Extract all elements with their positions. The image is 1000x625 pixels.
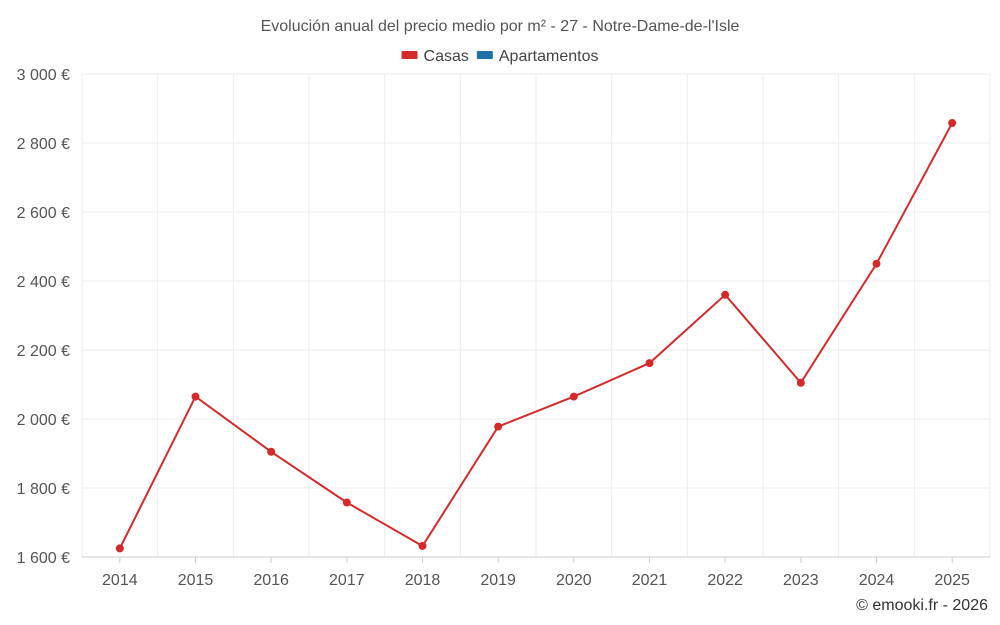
data-point[interactable] bbox=[948, 118, 957, 127]
y-axis: 1 600 € 1 800 € 2 000 € 2 200 € 2 400 € 2 600… bbox=[17, 67, 70, 567]
legend-item[interactable]: Apartamentos bbox=[476, 48, 599, 65]
x-tick-label: 2016 bbox=[253, 572, 289, 589]
x-tick-label: 2024 bbox=[859, 572, 895, 589]
x-tick-label: 2020 bbox=[556, 572, 592, 589]
legend[interactable]: Casas Apartamentos bbox=[401, 48, 599, 65]
y-tick-label: 1 600 € bbox=[17, 550, 70, 567]
data-point[interactable] bbox=[569, 392, 578, 401]
data-point[interactable] bbox=[342, 498, 351, 507]
x-axis: 2014 2015 2016 2017 2018 2019 2020 2021 2022 2023… bbox=[82, 556, 990, 589]
y-tick-label: 3 000 € bbox=[17, 67, 70, 84]
y-tick-label: 2 200 € bbox=[17, 343, 70, 360]
data-point[interactable] bbox=[115, 544, 124, 553]
y-tick-label: 2 600 € bbox=[17, 205, 70, 222]
data-point[interactable] bbox=[494, 422, 503, 431]
data-point[interactable] bbox=[721, 290, 730, 299]
x-tick-label: 2019 bbox=[480, 572, 516, 589]
y-tick-label: 2 800 € bbox=[17, 136, 70, 153]
grid bbox=[81, 73, 991, 557]
legend-label: Apartamentos bbox=[499, 48, 599, 65]
data-point[interactable] bbox=[191, 392, 200, 401]
x-tick-label: 2015 bbox=[178, 572, 214, 589]
data-point[interactable] bbox=[645, 359, 654, 368]
x-tick-label: 2025 bbox=[934, 572, 970, 589]
x-tick-label: 2021 bbox=[632, 572, 668, 589]
x-tick-label: 2023 bbox=[783, 572, 819, 589]
y-tick-label: 1 800 € bbox=[17, 481, 70, 498]
legend-swatch bbox=[401, 51, 418, 59]
data-point[interactable] bbox=[872, 259, 881, 268]
y-tick-label: 2 000 € bbox=[17, 412, 70, 429]
data-point[interactable] bbox=[796, 378, 805, 387]
legend-swatch bbox=[476, 51, 493, 59]
x-tick-label: 2014 bbox=[102, 572, 138, 589]
legend-item[interactable]: Casas bbox=[401, 48, 469, 65]
chart-title: Evolución anual del precio medio por m² … bbox=[261, 18, 740, 35]
data-point[interactable] bbox=[267, 447, 276, 456]
x-tick-label: 2017 bbox=[329, 572, 365, 589]
y-tick-label: 2 400 € bbox=[17, 274, 70, 291]
series-line bbox=[118, 122, 954, 549]
data-point[interactable] bbox=[418, 541, 427, 550]
series-group bbox=[115, 118, 957, 553]
x-tick-label: 2022 bbox=[707, 572, 743, 589]
legend-label: Casas bbox=[424, 48, 469, 65]
credit-text: © emooki.fr - 2026 bbox=[856, 597, 988, 614]
x-tick-label: 2018 bbox=[405, 572, 441, 589]
